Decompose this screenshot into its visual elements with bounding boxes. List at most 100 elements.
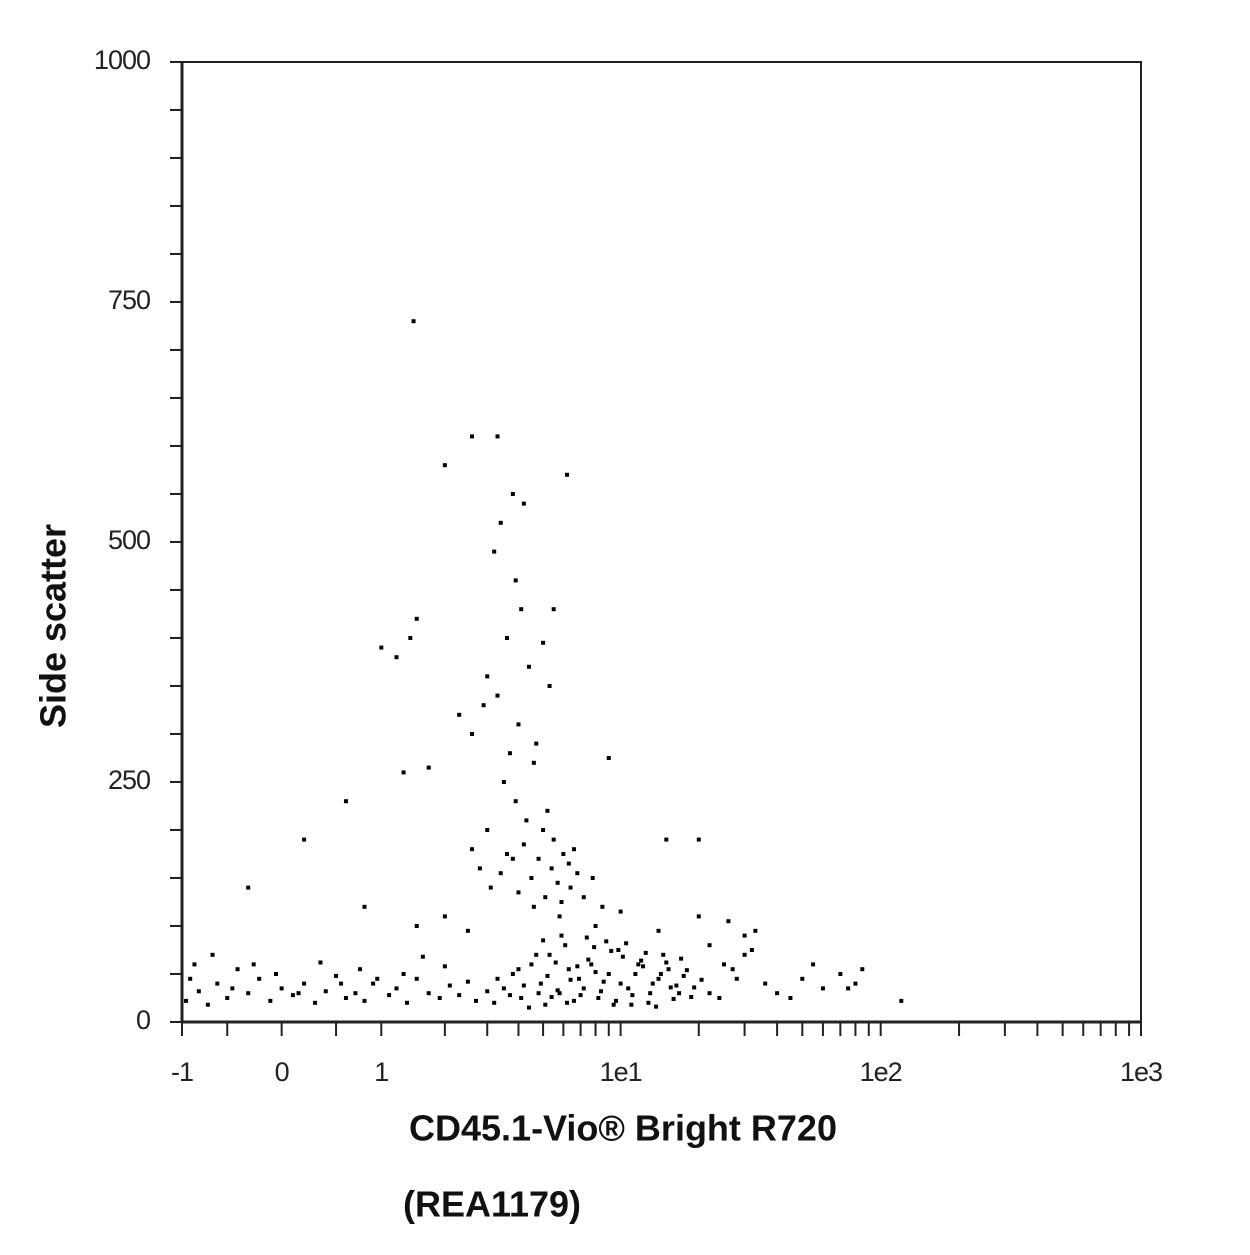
data-point (485, 828, 490, 832)
data-point (516, 967, 521, 972)
data-point (600, 904, 605, 909)
data-point (411, 319, 416, 324)
data-point (302, 981, 307, 986)
data-point (521, 501, 526, 506)
data-point (679, 956, 684, 961)
data-point (513, 799, 518, 804)
data-point (559, 933, 564, 938)
data-point (618, 981, 623, 986)
data-point (495, 434, 500, 439)
data-point (618, 909, 623, 914)
data-point (838, 972, 843, 976)
data-point (696, 914, 701, 919)
data-point (545, 973, 550, 978)
data-point (553, 960, 558, 965)
data-point (510, 492, 515, 496)
x-tick-label: 1e3 (1120, 1057, 1162, 1087)
x-axis-title-line2: (REA1179) (403, 1184, 581, 1225)
data-point (513, 578, 518, 583)
data-point (196, 989, 201, 994)
data-point (414, 924, 419, 928)
data-point (545, 808, 550, 813)
data-point (362, 904, 367, 909)
data-point (465, 928, 470, 933)
data-point (566, 861, 571, 866)
data-point (620, 954, 625, 959)
y-tick-label: 250 (108, 765, 150, 795)
data-point (654, 1004, 659, 1009)
data-point (648, 991, 653, 996)
data-point (492, 549, 497, 554)
data-point (531, 904, 536, 909)
data-point (633, 972, 638, 976)
data-point (661, 952, 666, 957)
data-point (721, 962, 726, 967)
data-point (230, 986, 235, 991)
data-point (677, 991, 682, 996)
data-point (184, 998, 189, 1003)
data-point (726, 919, 731, 924)
data-point (246, 991, 251, 996)
data-point (576, 976, 581, 981)
data-point (601, 979, 606, 984)
data-point (547, 684, 552, 688)
data-point (575, 964, 580, 969)
data-point (674, 983, 679, 988)
plot-frame (181, 61, 1142, 1023)
x-tick-label: 1e2 (860, 1057, 902, 1087)
data-point (584, 935, 589, 940)
data-point (604, 939, 609, 944)
data-point (629, 1002, 634, 1007)
data-point (664, 837, 669, 842)
y-tick-label: 750 (108, 285, 150, 315)
data-point (742, 952, 747, 957)
data-point (656, 976, 661, 981)
data-point (477, 866, 482, 871)
data-point (492, 1000, 497, 1005)
data-point (526, 664, 531, 669)
data-point (611, 1002, 616, 1007)
data-point (606, 972, 611, 976)
y-tick-label: 1000 (94, 45, 150, 75)
data-point (590, 876, 595, 880)
data-point (470, 847, 475, 852)
data-point (551, 607, 556, 612)
data-point (225, 996, 230, 1000)
data-point (401, 770, 406, 775)
data-point (596, 996, 601, 1000)
data-point (555, 880, 560, 885)
data-point (504, 852, 509, 856)
data-point (763, 981, 768, 986)
data-point (593, 924, 598, 928)
data-point (507, 993, 512, 998)
data-point (426, 765, 431, 770)
data-point (541, 828, 546, 832)
data-point (516, 890, 521, 895)
data-point (559, 900, 564, 904)
data-point (753, 928, 758, 933)
data-point (323, 989, 328, 994)
data-point (251, 962, 256, 967)
y-tick-label: 0 (136, 1005, 150, 1035)
data-point (498, 520, 503, 525)
data-point (707, 943, 712, 948)
data-point (442, 463, 447, 468)
data-point (420, 954, 425, 959)
data-point (521, 983, 526, 988)
data-point (636, 962, 641, 967)
data-point (707, 991, 712, 996)
data-point (246, 885, 251, 890)
data-point (820, 986, 825, 991)
data-point (442, 914, 447, 919)
data-point (549, 866, 554, 871)
data-point (273, 972, 278, 976)
data-point (853, 981, 858, 986)
data-point (646, 1000, 651, 1005)
data-point (696, 837, 701, 842)
y-axis-title: Side scatter (33, 524, 74, 728)
data-point (442, 964, 447, 969)
data-point (692, 985, 697, 990)
data-point (529, 962, 534, 967)
data-point (568, 885, 573, 890)
data-point (290, 993, 295, 998)
